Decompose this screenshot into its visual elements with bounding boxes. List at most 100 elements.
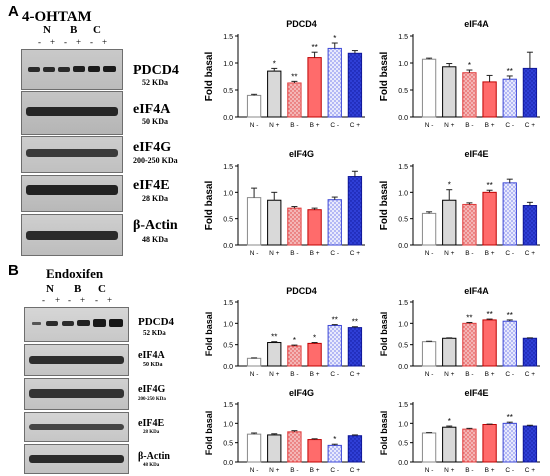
y-axis-label: Fold basal	[204, 52, 215, 102]
bar	[327, 47, 342, 118]
x-tick-label: N -	[425, 250, 434, 257]
protein-kda: 50 KDa	[143, 362, 163, 368]
x-tick-label: B +	[310, 122, 320, 129]
lane-sign: +	[107, 295, 113, 305]
y-tick-label: 1.5	[398, 34, 408, 41]
y-tick-label: 0.0	[398, 115, 408, 122]
protein-kda: 52 KDa	[143, 329, 166, 337]
group-label-b: B	[74, 283, 82, 295]
significance-mark: **	[486, 310, 492, 319]
bar	[246, 197, 262, 246]
y-tick-label: 0.0	[223, 243, 233, 250]
y-tick-label: 0.5	[223, 88, 233, 95]
bar	[522, 205, 538, 246]
bar	[421, 432, 437, 463]
chart-title: eIF4A	[464, 19, 489, 29]
blot-strip-eif4a	[21, 91, 123, 135]
lane-sign: -	[90, 37, 93, 47]
blot-strip-eif4a	[24, 344, 129, 376]
protein-label: PDCD4	[133, 63, 179, 78]
bar	[307, 209, 322, 246]
chart-title: eIF4E	[464, 149, 488, 159]
bar	[462, 428, 477, 463]
bar	[421, 212, 437, 246]
y-tick-label: 0.5	[398, 343, 408, 350]
significance-mark: **	[332, 316, 338, 325]
y-tick-label: 1.5	[398, 164, 408, 171]
y-tick-label: 0.5	[398, 88, 408, 95]
bar	[482, 191, 497, 246]
y-tick-label: 1.0	[398, 321, 408, 328]
blot-bands	[26, 231, 118, 240]
x-tick-label: C +	[350, 371, 361, 378]
bar	[442, 66, 457, 118]
eif4e-chart-a: eIF4E Fold basal 0.0 0.5 1.0 1.5 N - * N + B - ** B…	[379, 149, 540, 257]
blot-bands	[26, 149, 118, 157]
x-tick-label: B +	[310, 467, 320, 474]
bar	[246, 433, 262, 463]
y-axis-label: Fold basal	[379, 411, 389, 456]
bar	[267, 342, 282, 367]
protein-kda: 52 KDa	[142, 78, 168, 87]
y-tick-label: 1.5	[223, 34, 233, 41]
significance-mark: *	[293, 336, 296, 345]
bar	[246, 94, 262, 118]
x-tick-label: N -	[250, 371, 259, 378]
bar	[307, 57, 322, 118]
y-tick-label: 1.5	[223, 300, 233, 307]
group-label-c: C	[93, 24, 101, 36]
bar	[462, 203, 477, 246]
lane-sign: +	[80, 295, 86, 305]
bar	[482, 81, 497, 118]
eif4a-chart-b: eIF4A Fold basal 0.0 0.5 1.0 1.5 N - N + ** B - **…	[379, 286, 540, 378]
x-tick-label: C +	[525, 467, 536, 474]
x-tick-label: B -	[465, 467, 473, 474]
bar	[267, 70, 282, 118]
blot-bands	[26, 107, 118, 116]
x-tick-label: C +	[525, 371, 536, 378]
bar	[307, 439, 322, 463]
lane-sign: +	[76, 37, 82, 47]
y-tick-label: 0.5	[398, 217, 408, 224]
bar	[522, 337, 538, 367]
y-tick-label: 0.0	[223, 460, 233, 467]
group-label-b: B	[70, 24, 78, 36]
protein-label: PDCD4	[138, 316, 175, 328]
blot-strip-eif4g	[21, 136, 123, 173]
significance-mark: *	[448, 181, 451, 190]
bar	[502, 182, 517, 246]
blot-title-b: Endoxifen	[46, 266, 104, 281]
y-axis-label: Fold basal	[379, 312, 389, 357]
significance-mark: **	[291, 72, 297, 81]
bar	[327, 199, 342, 246]
bar	[482, 319, 497, 367]
protein-kda: 200-250 KDa	[138, 397, 166, 402]
significance-mark: **	[466, 313, 472, 322]
bar	[287, 431, 302, 463]
x-tick-label: C +	[525, 122, 536, 129]
x-tick-label: B -	[465, 371, 473, 378]
x-tick-label: C +	[350, 467, 361, 474]
pdcd4-chart-a: PDCD4 Fold basal 0.0 0.5 1.0 1.5 N - * N + ** B - *…	[204, 19, 365, 129]
significance-mark: **	[271, 333, 277, 342]
panel-b-letter: B	[8, 262, 19, 279]
x-tick-label: B +	[485, 250, 495, 257]
x-tick-label: N +	[444, 250, 455, 257]
eif4e-chart-b: eIF4E Fold basal 0.0 0.5 1.0 1.5 N - * N + B - B +…	[379, 388, 540, 474]
lane-sign: -	[38, 37, 41, 47]
blot-title-a: 4-OHTAM	[22, 9, 92, 25]
significance-mark: **	[352, 318, 358, 327]
y-tick-label: 0.0	[398, 460, 408, 467]
y-tick-label: 0.5	[223, 441, 233, 448]
bar	[267, 199, 282, 246]
y-tick-label: 1.0	[223, 190, 233, 197]
significance-mark: **	[311, 43, 317, 52]
blot-strip-actin	[21, 214, 123, 256]
chart-title: eIF4E	[464, 388, 488, 398]
bar	[267, 434, 282, 463]
bar	[287, 207, 302, 246]
significance-mark: **	[507, 67, 513, 76]
eif4a-chart-a: eIF4A Fold basal 0.0 0.5 1.0 1.5 N - N + * B - B +…	[379, 19, 540, 129]
significance-mark: **	[486, 181, 492, 190]
bar	[442, 337, 457, 367]
